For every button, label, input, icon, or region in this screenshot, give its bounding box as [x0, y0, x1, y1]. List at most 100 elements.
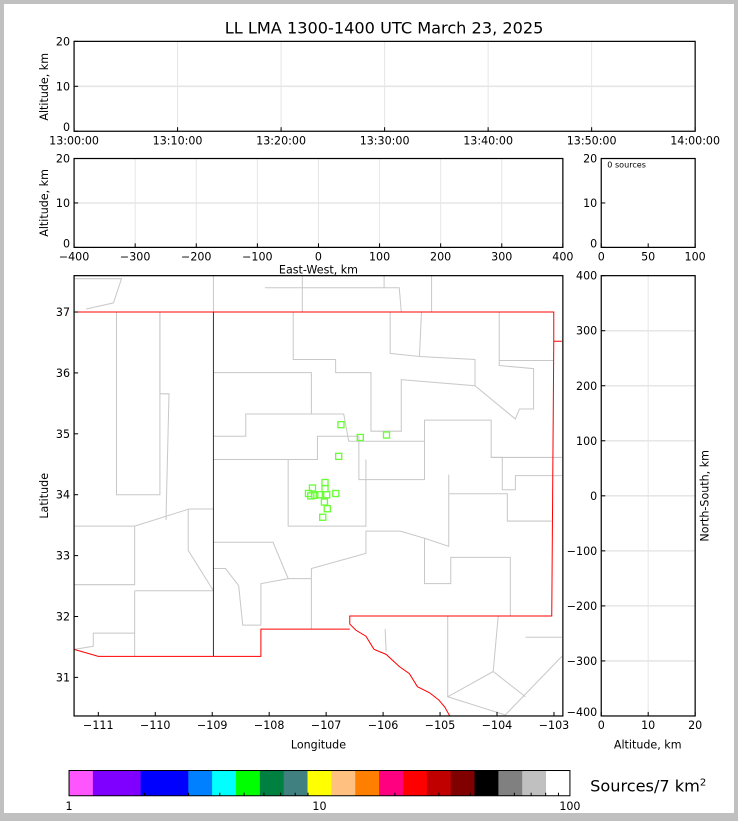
lma-station-marker	[308, 484, 317, 492]
hist-panel-xtick-label: 0	[598, 251, 605, 264]
county-boundary	[74, 459, 367, 586]
xlabel-ns-panel: Altitude, km	[614, 738, 682, 751]
lma-station-marker	[382, 431, 391, 439]
time-panel-frame	[73, 40, 696, 132]
ns-panel-ytick-label: 0	[590, 490, 597, 503]
county-boundary	[159, 312, 425, 521]
map-xtick-label: −109	[197, 719, 227, 732]
map-xtick-label: −106	[368, 719, 398, 732]
time-panel-ytick-label: 0	[63, 121, 70, 134]
colorbar-segment	[331, 770, 356, 796]
map-frame	[73, 275, 564, 717]
colorbar-segment	[140, 770, 189, 796]
map-ytick-label: 35	[56, 428, 70, 441]
source-count-annotation: 0 sources	[607, 161, 646, 170]
county-boundary	[213, 413, 562, 481]
time-panel-xtick-label: 13:40:00	[463, 134, 513, 147]
colorbar-segment	[92, 770, 141, 796]
hist-panel-frame	[600, 157, 696, 248]
colorbar-segment	[426, 770, 451, 796]
lma-station-marker	[337, 420, 345, 429]
ew-panel-xtick-label: 400	[552, 251, 573, 264]
figure-canvas: LL LMA 1300-1400 UTC March 23, 2025 Sour…	[4, 4, 734, 813]
county-boundary	[134, 474, 450, 592]
ns-panel-ytick-label: 400	[576, 270, 597, 283]
hist-panel-xtick-label: 50	[641, 251, 655, 264]
county-boundary	[264, 275, 433, 313]
ns-panel-xtick-label: 0	[598, 719, 605, 732]
colorbar-segment	[235, 770, 261, 796]
county-boundary	[74, 278, 123, 310]
colorbar-segment	[259, 770, 284, 796]
county-boundary	[213, 568, 312, 630]
time-panel-xtick-label: 14:00:00	[670, 134, 720, 147]
ew-panel-xtick-label: 0	[315, 251, 322, 264]
ns-panel-ytick-label: 100	[576, 435, 597, 448]
time-panel-xtick-label: 13:20:00	[256, 134, 306, 147]
county-boundary	[115, 312, 161, 496]
colorbar-segment	[450, 770, 475, 796]
colorbar-segment	[474, 770, 499, 796]
map-xtick-label: −108	[254, 719, 284, 732]
lma-station-marker	[356, 433, 365, 442]
figure-title: LL LMA 1300-1400 UTC March 23, 2025	[225, 18, 544, 37]
ns-panel-ytick-label: −100	[567, 545, 597, 558]
map-ytick-label: 32	[56, 611, 70, 624]
ew-panel-ytick-label: 10	[56, 197, 70, 210]
lma-station-marker	[321, 478, 329, 487]
lma-station-marker	[334, 452, 343, 461]
time-panel-ytick-label: 20	[56, 35, 70, 48]
ns-panel-ytick-label: 300	[576, 325, 597, 338]
time-panel-ytick-label: 10	[56, 80, 70, 93]
ew-panel-ytick-label: 0	[63, 237, 70, 250]
lma-station-marker	[315, 491, 323, 499]
ns-panel-xtick-label: 10	[641, 719, 655, 732]
map-ytick-label: 34	[56, 489, 70, 502]
map-ytick-label: 33	[56, 550, 70, 563]
time-panel-xtick-label: 13:10:00	[153, 134, 203, 147]
ew-panel-ytick-label: 20	[56, 153, 70, 166]
time-panel-xtick-label: 13:00:00	[49, 134, 99, 147]
xlabel-ew-panel: East-West, km	[279, 264, 358, 277]
ew-panel-xtick-label: 300	[491, 251, 512, 264]
map-xtick-label: −110	[140, 719, 170, 732]
ylabel-ns-panel: North-South, km	[698, 450, 711, 542]
new-mexico-boundary	[74, 311, 562, 716]
lma-station-marker	[323, 491, 331, 499]
county-boundary	[292, 312, 535, 432]
hist-panel-xtick-label: 100	[685, 251, 706, 264]
ns-panel-xtick-label: 20	[688, 719, 702, 732]
map-xtick-label: −111	[83, 719, 113, 732]
hist-panel-ytick-label: 0	[590, 237, 597, 250]
colorbar-label: Sources/7 km2	[590, 777, 706, 796]
lma-station-marker	[311, 491, 319, 499]
colorbar-segment	[307, 770, 332, 796]
colorbar-tick-label: 100	[559, 800, 580, 813]
lma-station-marker	[307, 492, 315, 500]
colorbar-segment	[69, 770, 94, 796]
ns-panel-ytick-label: −400	[567, 706, 597, 719]
map-xtick-label: −107	[311, 719, 341, 732]
ylabel-map: Latitude	[38, 473, 51, 519]
ew-panel-frame	[73, 157, 564, 248]
hist-panel-ytick-label: 20	[583, 153, 597, 166]
lma-figure: LL LMA 1300-1400 UTC March 23, 2025 Sour…	[38, 18, 720, 813]
colorbar-segment	[283, 770, 308, 796]
map-xtick-label: −105	[425, 719, 455, 732]
lma-station-marker	[319, 513, 327, 521]
colorbar-segment	[402, 770, 428, 796]
colorbar-segment	[212, 770, 237, 796]
colorbar-segment	[355, 770, 380, 796]
lma-station-marker	[320, 498, 329, 506]
ew-panel-xtick-label: −200	[181, 251, 211, 264]
colorbar-segment	[522, 770, 547, 796]
colorbar-segment	[546, 770, 571, 796]
ew-panel-xtick-label: −400	[59, 251, 89, 264]
time-panel-xtick-label: 13:50:00	[567, 134, 617, 147]
colorbar-segment	[498, 770, 523, 796]
colorbar-tick-label: 1	[65, 800, 72, 813]
map-ytick-label: 31	[56, 671, 70, 684]
map-xtick-label: −104	[482, 719, 512, 732]
lma-station-marker	[323, 505, 331, 513]
map-ytick-label: 36	[56, 367, 70, 380]
